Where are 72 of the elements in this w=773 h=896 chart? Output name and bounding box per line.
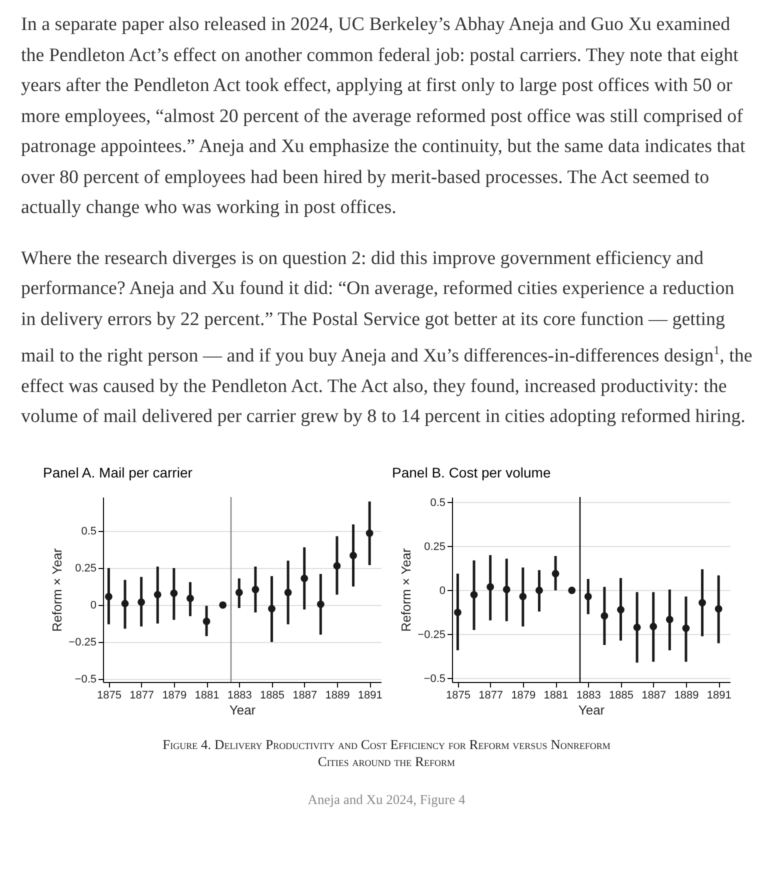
x-tick-label: 1879 (162, 689, 187, 702)
y-tick-label: 0.5 (430, 496, 446, 509)
point (105, 592, 112, 600)
x-tick-label: 1877 (130, 689, 154, 702)
point (633, 624, 641, 631)
x-tick-label: 1879 (511, 689, 536, 702)
x-tick-label: 1885 (260, 689, 284, 702)
y-axis-title: Reform × Year (50, 547, 65, 632)
x-tick-label: 1887 (642, 689, 666, 702)
y-tick-label: −0.5 (74, 673, 96, 686)
x-tick-label: 1877 (478, 689, 504, 702)
y-tick-label: 0.25 (424, 540, 446, 553)
point (121, 600, 129, 608)
x-tick-label: 1883 (227, 689, 252, 702)
point (666, 616, 674, 623)
point (519, 592, 527, 600)
point (617, 606, 624, 614)
point (268, 604, 276, 612)
y-tick-label: −0.5 (424, 672, 446, 685)
x-tick-label: 1875 (96, 689, 122, 702)
point (252, 586, 260, 594)
point (650, 622, 658, 630)
point (568, 586, 576, 594)
point (698, 598, 706, 606)
y-tick-label: 0 (439, 584, 446, 597)
point (502, 586, 510, 594)
point (552, 570, 560, 578)
y-tick-label: −0.25 (418, 628, 446, 641)
point (170, 589, 178, 597)
y-tick-label: 0.25 (75, 562, 96, 574)
point (350, 552, 357, 559)
point (186, 594, 194, 602)
chart-title: Panel B. Cost per volume (392, 464, 551, 480)
point (202, 617, 210, 625)
x-tick-label: 1891 (706, 689, 732, 702)
point (600, 612, 608, 620)
point (154, 590, 162, 598)
point (316, 600, 324, 608)
chart-title: Panel A. Mail per carrier (43, 464, 193, 480)
point (470, 590, 478, 598)
text: In a separate paper also released in 2024, UC Berkeley’s Abhay Aneja and Guo Xu examined the Pendleton Act’s effect on another common federal job: postal carriers. They note that eight years after the Pendleton Act took effect, applying at first only to large post offices with 50 or more employees, “almost 20 percent of the average reformed post office was still comprised of patronage appointees.” Aneja and Xu emphasize the continuity, but the same data indicates that over 80 percent of employees had been hired by merit-based processes. The Act seemed to actually change who was working in post offices. (21, 13, 746, 220)
x-tick-label: 1889 (674, 689, 699, 702)
caption: Figure 4. Delivery Productivity and Cost Efficiency for Reform versus Nonreform Cities around the Reform (162, 736, 612, 770)
x-tick-label: 1881 (544, 689, 568, 702)
point (284, 588, 292, 596)
point (536, 586, 543, 594)
x-tick-label: 1889 (325, 689, 350, 702)
point (486, 582, 494, 590)
x-tick-label: 1883 (576, 689, 601, 702)
point (714, 605, 722, 612)
point (300, 574, 308, 582)
x-axis-title: Year (229, 702, 256, 718)
x-tick-label: 1891 (358, 689, 382, 702)
point (454, 608, 462, 616)
x-tick-label: 1881 (194, 689, 220, 702)
x-tick-label: 1887 (292, 689, 318, 702)
point (333, 562, 341, 570)
point (682, 624, 690, 632)
text: Aneja and Xu 2024, Figure 4 (306, 792, 466, 808)
y-tick-label: 0 (90, 599, 96, 612)
text: Where the research diverges is on question 2: did this improve government efficiency and performance? Aneja and Xu found it did: “On average, reformed cities experience a reduction in delivery errors by 22 percent.” The Postal Service got better at its core function — getting mail to the right person — and if you buy Aneja and Xu’s differences-in-differences design$^{1}$, the effect was caused by the Pendleton Act. The Act also, they found, increased productivity: the volume of mail delivered per carrier grew by 8 to 14 percent in cities adopting reformed hiring. (21, 246, 753, 430)
y-axis-title: Reform × Year (398, 547, 414, 632)
y-tick-label: 0.5 (81, 525, 96, 538)
x-tick-label: 1885 (609, 689, 634, 702)
x-tick-label: 1875 (446, 689, 470, 702)
point (235, 588, 243, 596)
point (584, 592, 592, 600)
x-axis-title: Year (578, 702, 606, 718)
point (366, 529, 374, 537)
point (138, 598, 146, 606)
point (219, 601, 227, 609)
y-tick-label: −0.25 (68, 636, 96, 648)
